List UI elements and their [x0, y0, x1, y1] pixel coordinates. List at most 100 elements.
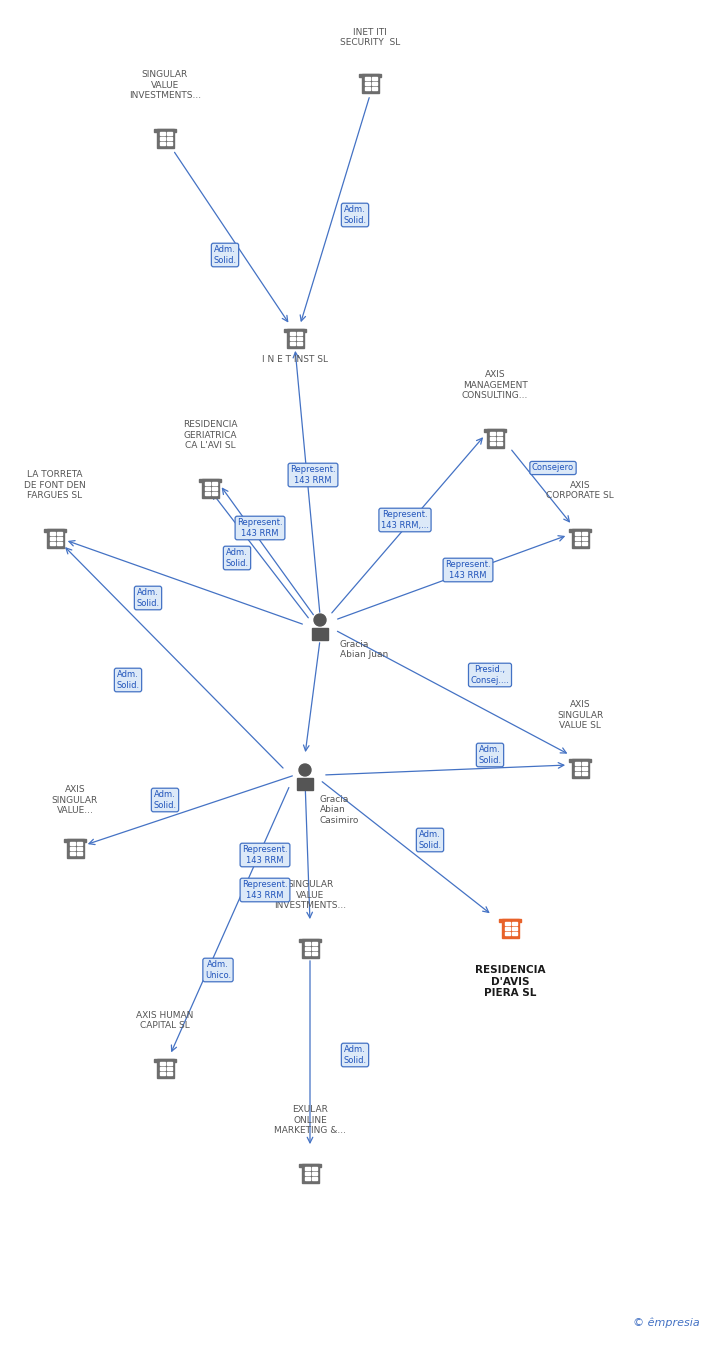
Polygon shape [50, 542, 55, 545]
Polygon shape [575, 533, 579, 535]
Polygon shape [582, 537, 587, 541]
Text: Adm.
Solid.: Adm. Solid. [226, 549, 248, 568]
Polygon shape [575, 542, 579, 545]
Polygon shape [575, 767, 579, 771]
Polygon shape [362, 74, 379, 93]
Polygon shape [167, 132, 172, 136]
Polygon shape [57, 542, 62, 545]
Polygon shape [512, 927, 517, 931]
Text: Adm.
Solid.: Adm. Solid. [136, 588, 159, 608]
Polygon shape [497, 443, 502, 445]
Polygon shape [287, 328, 304, 348]
Polygon shape [359, 74, 381, 77]
Polygon shape [212, 492, 217, 495]
Polygon shape [312, 943, 317, 946]
Polygon shape [299, 1163, 321, 1166]
Polygon shape [365, 82, 370, 85]
Polygon shape [50, 537, 55, 541]
Text: LA TORRETA
DE FONT DEN
FARGUES SL: LA TORRETA DE FONT DEN FARGUES SL [24, 471, 86, 500]
Polygon shape [497, 437, 502, 440]
Polygon shape [305, 952, 309, 955]
Polygon shape [70, 842, 75, 846]
Polygon shape [372, 87, 377, 90]
Polygon shape [57, 537, 62, 541]
Text: AXIS
CORPORATE SL: AXIS CORPORATE SL [546, 480, 614, 500]
Polygon shape [297, 332, 302, 335]
Text: © êmpresia: © êmpresia [633, 1318, 700, 1328]
Polygon shape [312, 1177, 317, 1180]
Text: RESIDENCIA
D'AVIS
PIERA SL: RESIDENCIA D'AVIS PIERA SL [475, 964, 545, 998]
Text: INET ITI
SECURITY  SL: INET ITI SECURITY SL [340, 28, 400, 47]
Polygon shape [77, 842, 82, 846]
Polygon shape [490, 432, 494, 436]
Polygon shape [505, 927, 510, 931]
Text: Represent.
143 RRM: Represent. 143 RRM [242, 880, 288, 900]
Polygon shape [212, 483, 217, 486]
Text: Consejero: Consejero [532, 464, 574, 472]
Polygon shape [490, 437, 494, 440]
Polygon shape [167, 1067, 172, 1071]
Text: Adm.
Solid.: Adm. Solid. [344, 1045, 367, 1065]
Polygon shape [57, 533, 62, 535]
Text: Gracia
Abian Juan: Gracia Abian Juan [340, 640, 388, 659]
Polygon shape [157, 1059, 173, 1077]
Polygon shape [499, 919, 521, 921]
Polygon shape [312, 952, 317, 955]
Polygon shape [296, 779, 313, 791]
Polygon shape [205, 492, 210, 495]
Polygon shape [484, 429, 506, 432]
Text: Adm.
Solid.: Adm. Solid. [154, 791, 177, 810]
Polygon shape [372, 82, 377, 85]
Polygon shape [66, 839, 84, 858]
Polygon shape [202, 479, 218, 498]
Polygon shape [167, 137, 172, 140]
Polygon shape [582, 772, 587, 775]
Polygon shape [160, 143, 165, 145]
Text: Adm.
Unico.: Adm. Unico. [205, 960, 231, 979]
Polygon shape [305, 1177, 309, 1180]
Polygon shape [305, 1167, 309, 1170]
Polygon shape [305, 1171, 309, 1176]
Circle shape [314, 615, 326, 625]
Polygon shape [301, 939, 319, 958]
Polygon shape [575, 537, 579, 541]
Polygon shape [299, 939, 321, 942]
Polygon shape [64, 839, 86, 842]
Polygon shape [167, 1072, 172, 1075]
Polygon shape [571, 759, 588, 777]
Polygon shape [50, 533, 55, 535]
Polygon shape [205, 483, 210, 486]
Polygon shape [312, 1171, 317, 1176]
Polygon shape [571, 529, 588, 547]
Text: Adm.
Solid.: Adm. Solid. [344, 206, 367, 225]
Polygon shape [199, 479, 221, 482]
Polygon shape [167, 143, 172, 145]
Polygon shape [157, 129, 173, 148]
Polygon shape [154, 1059, 176, 1061]
Polygon shape [290, 332, 295, 335]
Polygon shape [582, 533, 587, 535]
Polygon shape [301, 1163, 319, 1182]
Polygon shape [305, 943, 309, 946]
Polygon shape [160, 132, 165, 136]
Polygon shape [490, 443, 494, 445]
Text: SINGULAR
VALUE
INVESTMENTS...: SINGULAR VALUE INVESTMENTS... [274, 880, 346, 911]
Polygon shape [365, 78, 370, 81]
Polygon shape [575, 763, 579, 765]
Polygon shape [486, 429, 504, 448]
Polygon shape [312, 628, 328, 640]
Text: Adm.
Solid.: Adm. Solid. [478, 745, 502, 765]
Polygon shape [512, 923, 517, 925]
Polygon shape [582, 542, 587, 545]
Polygon shape [575, 772, 579, 775]
Text: SINGULAR
VALUE
INVESTMENTS...: SINGULAR VALUE INVESTMENTS... [129, 70, 201, 100]
Polygon shape [372, 78, 377, 81]
Text: RESIDENCIA
GERIATRICA
CA L'AVI SL: RESIDENCIA GERIATRICA CA L'AVI SL [183, 420, 237, 451]
Polygon shape [212, 487, 217, 490]
Polygon shape [205, 487, 210, 490]
Polygon shape [297, 342, 302, 346]
Text: Adm.
Solid.: Adm. Solid. [116, 670, 140, 690]
Polygon shape [47, 529, 63, 547]
Text: Gracia
Abian
Casimiro: Gracia Abian Casimiro [320, 795, 360, 824]
Polygon shape [70, 847, 75, 850]
